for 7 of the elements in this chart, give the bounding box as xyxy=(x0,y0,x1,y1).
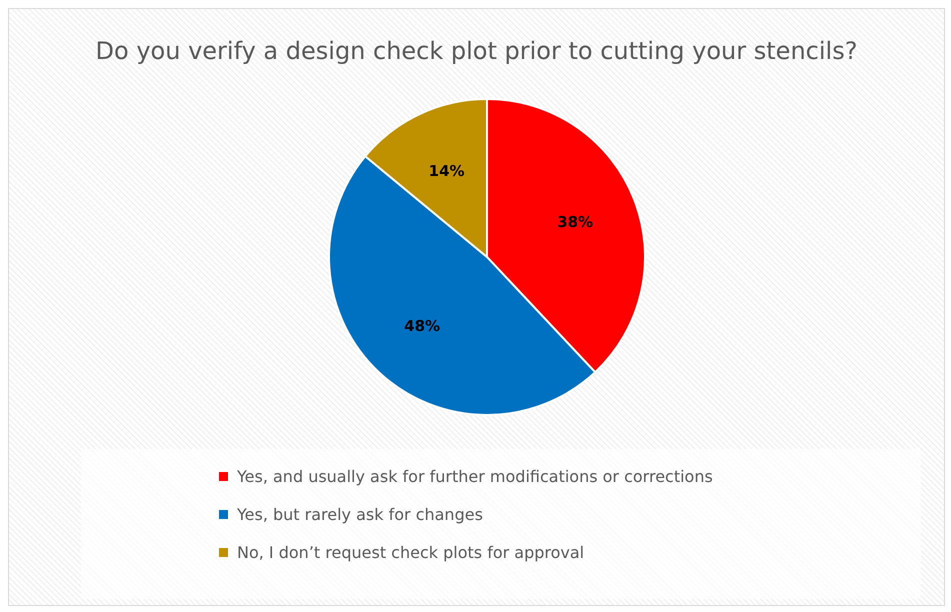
chart-title: Do you verify a design check plot prior to cutting your stencils? xyxy=(94,37,858,65)
data-label: 48% xyxy=(404,317,440,336)
data-label: 14% xyxy=(428,162,465,180)
legend-label: No, I don’t request check plots for approval xyxy=(237,542,584,562)
data-label: 38% xyxy=(557,213,594,232)
legend-label: Yes, and usually ask for further modifications or corrections xyxy=(237,466,713,486)
legend-label: Yes, but rarely ask for changes xyxy=(237,504,483,524)
